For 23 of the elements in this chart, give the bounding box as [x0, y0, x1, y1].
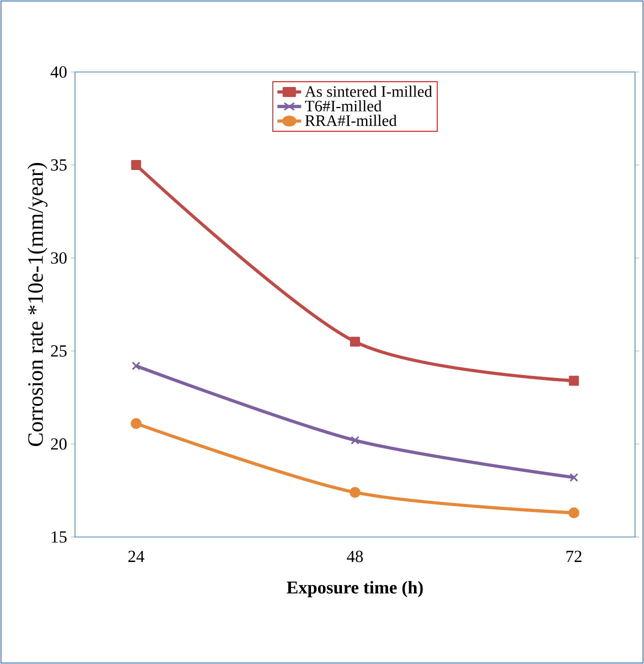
point [131, 160, 142, 170]
point [570, 473, 578, 482]
point [132, 362, 140, 370]
y-tick-label: 40 [50, 66, 67, 78]
point [350, 436, 360, 445]
y-tick-label: 15 [52, 531, 67, 543]
x-tick-label: 72 [566, 550, 582, 562]
point [350, 336, 360, 347]
x-tick-label: 48 [346, 550, 363, 562]
y-axis-title: Corrosion rate *10e-1(mm/year) [28, 163, 48, 446]
y-tick-label: 35 [51, 159, 67, 171]
point [350, 486, 360, 498]
point [568, 507, 580, 518]
legend-label: As sintered I-milled [304, 86, 432, 97]
y-tick-label: 25 [51, 345, 67, 357]
legend-label: RRA#I-milled [305, 114, 397, 126]
y-tick-label: 20 [51, 438, 67, 450]
x-axis-title: Exposure time (h) [286, 580, 423, 598]
point [130, 418, 142, 429]
point [568, 376, 579, 386]
legend-label: T6#I-milled [305, 100, 382, 112]
y-tick-label: 30 [51, 252, 67, 264]
x-tick-label: 24 [128, 550, 144, 562]
